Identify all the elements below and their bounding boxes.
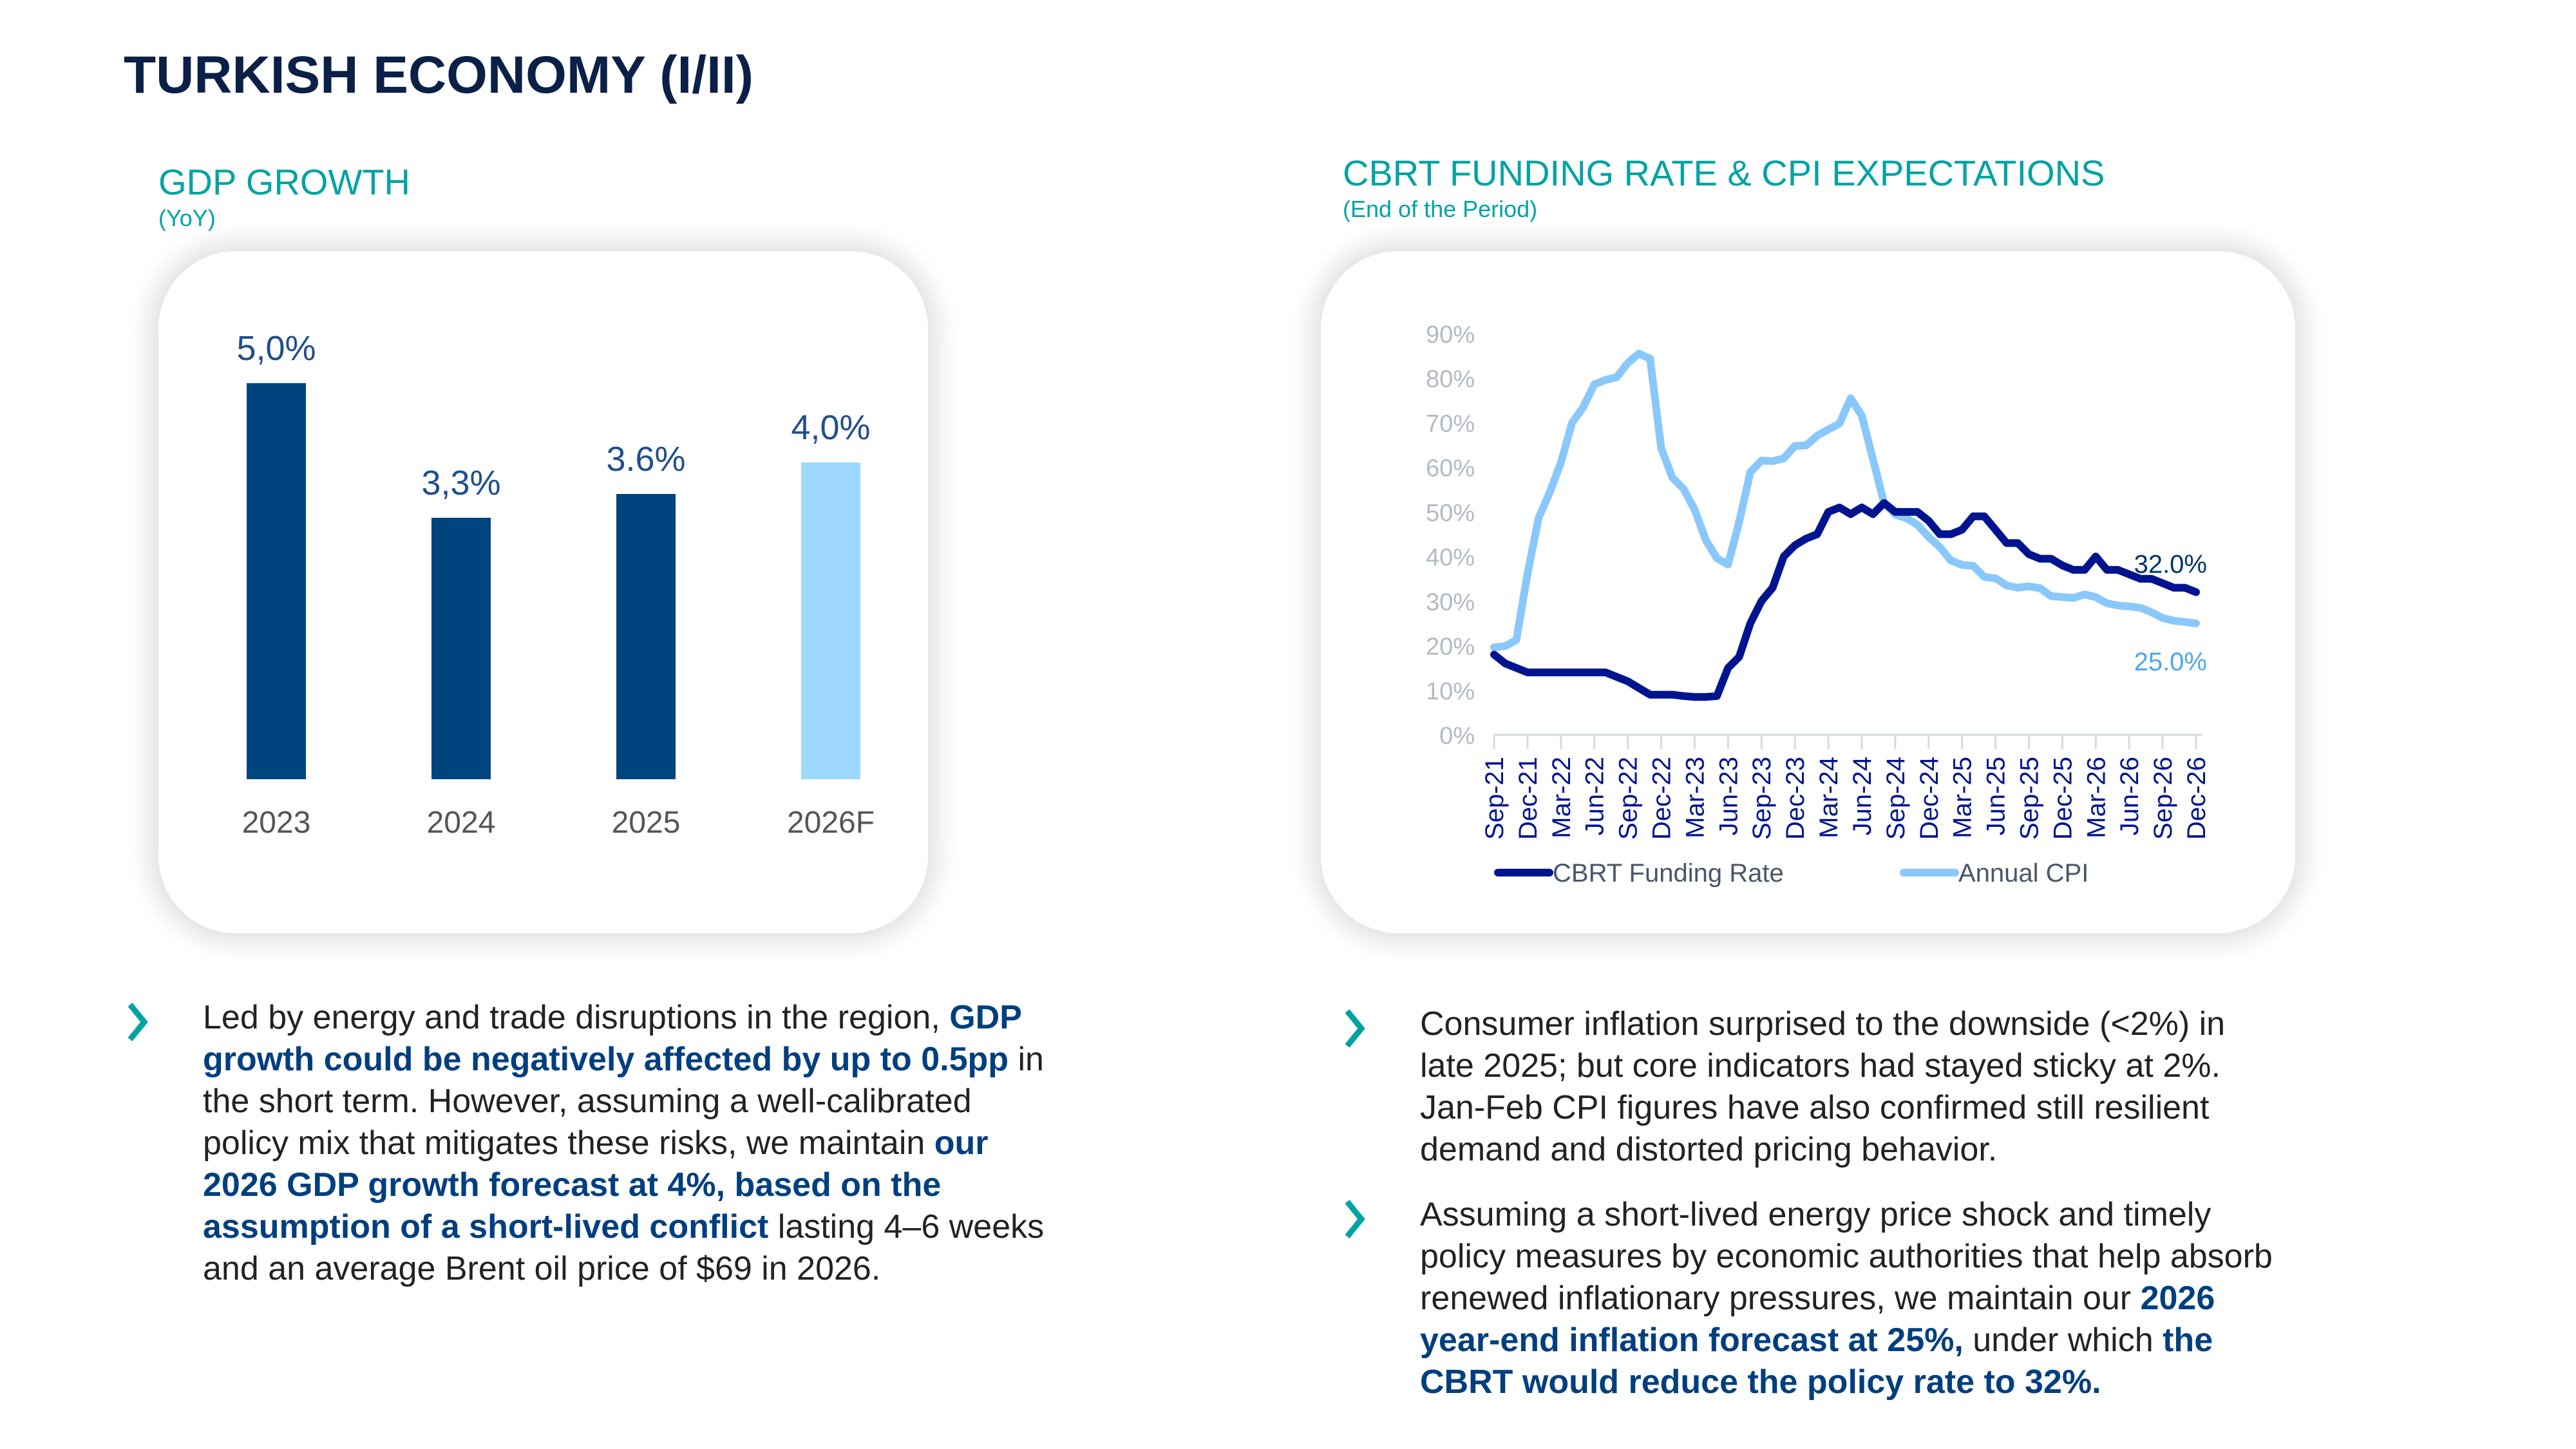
legend-cpi-label: Annual CPI <box>1958 859 2088 887</box>
y-tick-label: 10% <box>1426 678 1475 705</box>
x-tick-label: Mar-24 <box>1815 757 1843 838</box>
x-tick-label: Jun-26 <box>2116 757 2144 835</box>
bullet-emphasis: the CBRT would reduce the policy rate to… <box>1420 1321 2213 1401</box>
annual-cpi-line <box>1490 350 2200 652</box>
gdp-bar-2025 <box>616 494 676 779</box>
x-tick-label: Sep-26 <box>2149 757 2177 840</box>
chevron-right-icon <box>126 1002 203 1046</box>
x-tick-label: Sep-23 <box>1748 757 1776 840</box>
page-title: TURKISH ECONOMY (I/II) <box>124 46 753 104</box>
cbrt-end-label: 32.0% <box>2134 550 2207 578</box>
bullet-item: Led by energy and trade disruptions in t… <box>126 997 1131 1290</box>
x-tick-label: Jun-24 <box>1848 757 1877 835</box>
y-tick-label: 20% <box>1426 634 1475 661</box>
gdp-bar-2024 <box>431 518 491 779</box>
left-bullets: Led by energy and trade disruptions in t… <box>126 997 1131 1290</box>
bullet-segment: Consumer inflation surprised to the down… <box>1420 1005 2226 1168</box>
gdp-chart-card: 5,0% 2023 3,3% 2024 3.6% 2025 4,0% 2026F <box>158 251 928 933</box>
x-tick-label: Sep-21 <box>1481 757 1509 840</box>
bullet-segment: in the short term. However, assuming a w… <box>203 1041 1044 1162</box>
x-tick-label: Dec-23 <box>1781 757 1810 840</box>
x-tick-label: Jun-22 <box>1581 757 1609 835</box>
cbrt-cpi-line-chart: 0%10%20%30%40%50%60%70%80%90%Sep-21 Dec-2… <box>1426 321 2211 887</box>
bullet-item: Consumer inflation surprised to the down… <box>1343 1003 2348 1171</box>
x-tick-label: Dec-24 <box>1915 757 1944 840</box>
x-tick-label: Dec-21 <box>1514 757 1542 840</box>
x-tick-label: Jun-23 <box>1714 757 1743 835</box>
legend-cbrt-label: CBRT Funding Rate <box>1553 859 1784 887</box>
bullet-emphasis: 2026 year-end inflation forecast at 25%, <box>1420 1280 2215 1359</box>
bullet-text: Led by energy and trade disruptions in t… <box>203 997 1066 1290</box>
gdp-data-label: 5,0% <box>236 329 316 368</box>
gdp-bar-chart: 5,0% 2023 3,3% 2024 3.6% 2025 4,0% 2026F <box>158 251 928 933</box>
cbrt-chart-card: 0% 10% 20% 30% 40% 50% 60% 70% 80% 90% Sep-21 Dec-2… <box>1321 251 2295 933</box>
x-tick-label: Dec-26 <box>2183 757 2211 840</box>
gdp-data-label: 4,0% <box>791 408 871 447</box>
x-tick-label: Sep-25 <box>2015 757 2043 840</box>
x-tick-label: Mar-26 <box>2082 757 2110 838</box>
gdp-category-label: 2025 <box>611 806 681 840</box>
bullet-text: Assuming a short-lived energy price shoc… <box>1420 1194 2283 1403</box>
gdp-data-label: 3,3% <box>421 464 501 503</box>
cbrt-section-title: CBRT FUNDING RATE & CPI EXPECTATIONS <box>1343 153 2105 193</box>
y-tick-label: 0% <box>1439 723 1475 750</box>
gdp-section-title: GDP GROWTH <box>158 162 410 202</box>
gdp-category-label: 2026F <box>786 806 875 840</box>
gdp-bar-2026F <box>801 462 860 779</box>
x-tick-label: Dec-22 <box>1648 757 1676 840</box>
y-tick-label: 30% <box>1426 589 1475 616</box>
x-tick-label: Mar-23 <box>1681 757 1709 838</box>
y-tick-label: 70% <box>1426 410 1475 437</box>
gdp-data-label: 3.6% <box>606 440 686 479</box>
x-tick-label: Dec-25 <box>2049 757 2077 840</box>
y-tick-label: 50% <box>1426 500 1475 527</box>
bullet-text: Consumer inflation surprised to the down… <box>1420 1003 2283 1171</box>
x-tick-label: Sep-22 <box>1615 757 1643 840</box>
gdp-category-label: 2023 <box>242 806 311 840</box>
y-tick-label: 80% <box>1426 366 1475 393</box>
bullet-item: Assuming a short-lived energy price shoc… <box>1343 1194 2348 1403</box>
gdp-category-label: 2024 <box>426 806 496 840</box>
bullet-segment: Assuming a short-lived energy price shoc… <box>1420 1196 2273 1317</box>
chevron-right-icon <box>1343 1009 1420 1053</box>
cpi-end-label: 25.0% <box>2134 648 2207 676</box>
bullet-segment: under which <box>1963 1321 2163 1359</box>
chevron-right-icon <box>1343 1199 1420 1244</box>
cbrt-section-subtitle: (End of the Period) <box>1343 196 1538 222</box>
y-tick-label: 60% <box>1426 455 1475 482</box>
bullet-emphasis: our 2026 GDP growth forecast at 4%, base… <box>203 1124 989 1245</box>
right-bullets: Consumer inflation surprised to the down… <box>1343 1003 2348 1426</box>
y-tick-label: 90% <box>1426 321 1475 348</box>
x-tick-label: Jun-25 <box>1982 757 2011 835</box>
bullet-segment: Led by energy and trade disruptions in t… <box>203 999 950 1036</box>
cbrt-funding-rate-line <box>1490 499 2200 701</box>
y-tick-label: 40% <box>1426 544 1475 571</box>
gdp-section-subtitle: (YoY) <box>158 205 216 231</box>
x-tick-label: Mar-25 <box>1949 757 1977 838</box>
x-tick-label: Mar-22 <box>1548 757 1576 838</box>
x-tick-label: Sep-24 <box>1882 757 1910 840</box>
gdp-bar-2023 <box>247 383 306 779</box>
bullet-emphasis: GDP growth could be negatively affected … <box>203 999 1021 1078</box>
bullet-segment: lasting 4–6 weeks and an average Brent o… <box>203 1208 1045 1287</box>
